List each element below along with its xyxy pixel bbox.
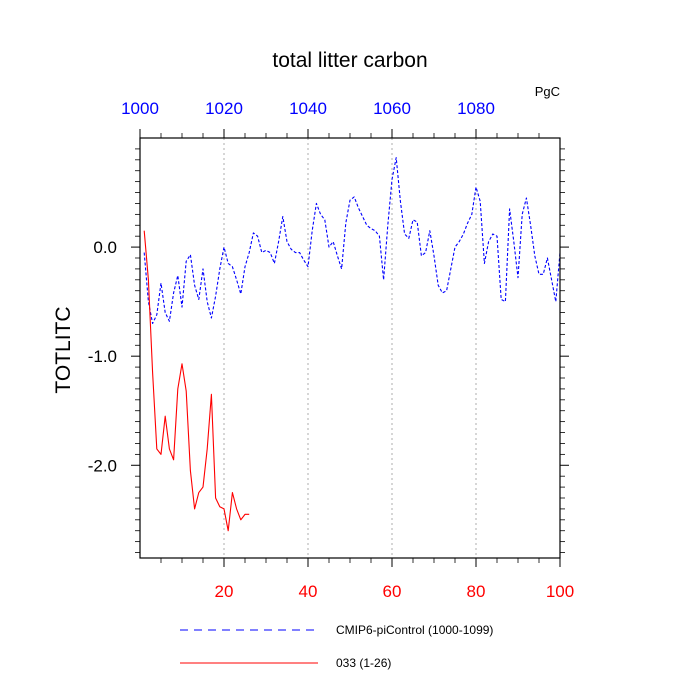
tick-labels: 20 40 60 80 100 1000 1020 1040 1060 1080 0.0 -1.0 -2…	[88, 99, 574, 601]
legend-label-cmip6: CMIP6-piControl (1000-1099)	[336, 623, 493, 637]
y-tick-label: -1.0	[88, 347, 117, 366]
x-bottom-tick-label: 20	[215, 582, 234, 601]
series-layer	[143, 157, 561, 532]
y-tick-label: 0.0	[93, 238, 117, 257]
x-top-tick-label: 1020	[205, 99, 243, 118]
x-bottom-tick-label: 80	[467, 582, 486, 601]
series-line-1	[143, 230, 250, 532]
x-top-tick-label: 1080	[457, 99, 495, 118]
legend-label-033: 033 (1-26)	[336, 656, 391, 670]
y-tick-label: -2.0	[88, 456, 117, 475]
y-axis-label: TOTLITC	[52, 306, 75, 393]
x-bottom-tick-label: 60	[383, 582, 402, 601]
x-bottom-tick-label: 40	[299, 582, 318, 601]
series-line-0	[143, 157, 561, 325]
chart-title: total litter carbon	[272, 49, 427, 72]
plot-frame	[139, 137, 561, 559]
gridlines	[223, 138, 477, 558]
x-bottom-tick-label: 100	[546, 582, 574, 601]
legend: CMIP6-piControl (1000-1099) 033 (1-26)	[180, 623, 493, 670]
x-top-tick-label: 1060	[373, 99, 411, 118]
units-label: PgC	[535, 84, 560, 99]
axis-ticks	[131, 129, 569, 567]
x-top-tick-label: 1040	[289, 99, 327, 118]
x-top-tick-label: 1000	[121, 99, 159, 118]
